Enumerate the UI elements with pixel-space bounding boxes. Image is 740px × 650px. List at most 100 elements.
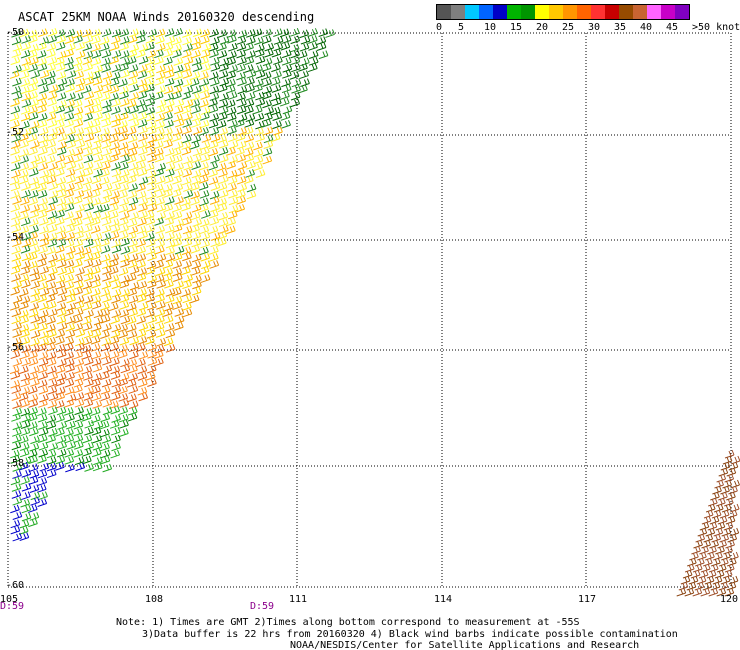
wind-barb (137, 372, 148, 381)
wind-barb (163, 315, 174, 324)
wind-barb (237, 29, 248, 39)
wind-barb (191, 105, 201, 115)
wind-barb (226, 29, 237, 39)
wind-barb (65, 329, 76, 339)
wind-barb (705, 503, 716, 513)
wind-barb (38, 421, 48, 430)
wind-barb (164, 175, 174, 184)
wind-barb (199, 56, 209, 66)
wind-barb (262, 91, 272, 100)
wind-barb (84, 106, 95, 115)
wind-barb (57, 358, 67, 368)
wind-barb (73, 350, 83, 360)
wind-barb (236, 63, 246, 73)
wind-barb (126, 316, 137, 325)
wind-barb (48, 162, 59, 171)
wind-barb (37, 469, 48, 479)
wind-barb (82, 316, 92, 326)
wind-barb (273, 28, 283, 38)
wind-barb (38, 203, 49, 213)
wind-barb (136, 154, 147, 164)
wind-barb (138, 176, 149, 186)
wind-barb (29, 209, 40, 219)
wind-barb (30, 204, 40, 213)
wind-barb (37, 253, 47, 262)
wind-barb (74, 406, 84, 416)
wind-barb (91, 279, 101, 289)
wind-barb (28, 350, 38, 360)
wind-barb (708, 563, 719, 573)
legend-swatch (451, 5, 465, 19)
wind-barb (127, 148, 138, 157)
wind-barb (709, 515, 720, 525)
wind-barb (64, 56, 74, 66)
wind-barb (192, 28, 203, 38)
wind-barb (111, 162, 121, 171)
wind-barb (208, 147, 219, 157)
legend-swatch (465, 5, 479, 19)
wind-barb (30, 245, 40, 254)
wind-barb (165, 224, 175, 234)
wind-barb (173, 27, 183, 37)
wind-barb (20, 407, 31, 417)
wind-barb (64, 189, 75, 199)
wind-barb (38, 399, 48, 408)
wind-barb (73, 274, 83, 284)
wind-barb (191, 176, 202, 185)
wind-barb (55, 63, 66, 72)
wind-barb (81, 232, 92, 241)
wind-barb (12, 329, 23, 338)
wind-barb (39, 238, 50, 247)
wind-barb (118, 329, 129, 339)
wind-barb (181, 246, 192, 256)
wind-barb (127, 218, 138, 228)
wind-barb (147, 203, 158, 212)
wind-barb (126, 155, 137, 164)
wind-barb (173, 78, 184, 88)
wind-barb (262, 85, 273, 95)
wind-barb (165, 239, 176, 249)
wind-barb (236, 105, 247, 115)
wind-barb (147, 315, 158, 324)
wind-barb (682, 569, 693, 579)
wind-barb (46, 469, 57, 479)
wind-barb (308, 42, 318, 51)
wind-barb (119, 336, 130, 346)
wind-barb (154, 322, 165, 332)
wind-barb (18, 392, 29, 402)
wind-barb (217, 197, 227, 207)
wind-barb (273, 36, 284, 45)
wind-barb (64, 337, 75, 346)
wind-barb (12, 196, 22, 205)
wind-barb (243, 126, 254, 136)
wind-barb (173, 141, 184, 150)
wind-barb (110, 405, 121, 415)
wind-barb (225, 84, 236, 94)
wind-barb (93, 64, 103, 74)
wind-barb (82, 336, 93, 346)
wind-barb (156, 337, 167, 347)
wind-barb (136, 329, 147, 339)
wind-barb (208, 209, 219, 219)
wind-barb (37, 155, 47, 165)
wind-barb (210, 77, 220, 87)
wind-barb (699, 545, 709, 555)
wind-barb (100, 308, 111, 318)
wind-barb (719, 557, 729, 567)
wind-barb (64, 119, 74, 128)
wind-barb (28, 308, 39, 318)
wind-barb (46, 175, 57, 185)
wind-barb (118, 406, 129, 416)
wind-barb (100, 302, 110, 311)
wind-barb (12, 463, 23, 472)
wind-barb (263, 140, 274, 149)
wind-barb (120, 211, 130, 220)
wind-barb (30, 435, 40, 445)
wind-barb (703, 557, 713, 567)
legend-swatch (633, 5, 647, 19)
wind-barb (30, 337, 40, 347)
wind-barb (73, 106, 84, 116)
wind-barb (182, 252, 192, 262)
wind-barb (37, 42, 47, 51)
wind-barb (65, 168, 76, 178)
